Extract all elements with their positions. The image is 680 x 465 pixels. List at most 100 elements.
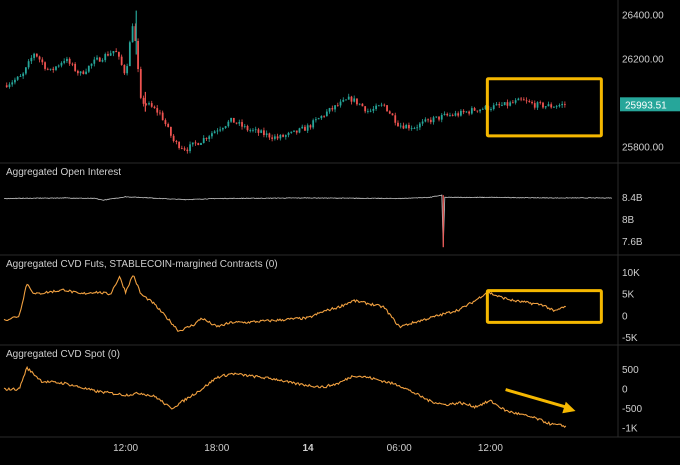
time-axis[interactable]: 12:00 18:00 14 06:00 12:00 <box>113 443 503 454</box>
candle-body <box>517 98 520 101</box>
candle-body <box>246 125 249 131</box>
candle-body <box>126 66 129 74</box>
price-panel[interactable]: 25993.51 <box>5 10 680 154</box>
candle-body <box>109 53 112 56</box>
candle-body <box>312 120 315 128</box>
candle-body <box>112 51 115 54</box>
candle-body <box>219 129 222 131</box>
candle-body <box>528 101 531 103</box>
cvd-spot-panel[interactable]: Aggregated CVD Spot (0) <box>3 349 576 429</box>
candle-body <box>550 104 553 108</box>
candle-body <box>265 133 268 136</box>
panel-separators <box>0 0 680 438</box>
candle-body <box>479 109 481 112</box>
candle-body <box>71 63 74 65</box>
candle-body <box>435 116 438 118</box>
candle-body <box>197 143 200 146</box>
candle-body <box>284 135 287 137</box>
candle-body <box>115 51 118 53</box>
candle-body <box>63 61 66 63</box>
candle-body <box>503 102 506 106</box>
candle-body <box>449 115 451 116</box>
candle-body <box>408 124 410 129</box>
candle-body <box>470 108 473 114</box>
last-price-label: 25993.51 <box>625 100 667 111</box>
candle-body <box>137 40 139 70</box>
candle-body <box>55 66 57 70</box>
candle-body <box>383 104 386 106</box>
candle-body <box>416 127 419 129</box>
x-tick-label: 18:00 <box>204 443 229 454</box>
candle-body <box>372 108 375 111</box>
candle-body <box>14 79 16 83</box>
candle-body <box>457 113 460 116</box>
candle-body <box>418 123 421 128</box>
trend-arrow-head <box>562 401 576 414</box>
y-tick-label: 26400.00 <box>622 10 664 21</box>
y-tick-label: -5K <box>622 333 638 344</box>
candle-body <box>306 125 309 131</box>
candle-body <box>553 106 555 108</box>
candle-body <box>301 126 304 129</box>
open-interest-panel[interactable]: Aggregated Open Interest <box>3 167 612 248</box>
candle-body <box>235 122 238 124</box>
candle-body <box>468 111 471 114</box>
candle-body <box>427 119 429 121</box>
candle-body <box>241 122 243 127</box>
candle-body <box>175 141 178 142</box>
candle-body <box>76 70 79 74</box>
candle-body <box>555 106 558 108</box>
candle-body <box>8 84 11 88</box>
candle-body <box>539 102 542 104</box>
candle-body <box>60 62 63 66</box>
candle-body <box>424 119 427 122</box>
candle-body <box>79 71 82 74</box>
candle-body <box>413 128 416 129</box>
y-tick-label: 26200.00 <box>622 54 664 65</box>
y-tick-label: 8.4B <box>622 193 643 204</box>
candle-body <box>438 116 440 120</box>
candle-body <box>167 124 170 127</box>
candle-body <box>19 76 22 77</box>
candle-body <box>66 58 68 62</box>
candle-body <box>205 138 208 139</box>
candle-body <box>189 144 191 152</box>
candle-body <box>484 105 487 109</box>
candle-body <box>304 126 306 131</box>
cvd-futures-panel[interactable]: Aggregated CVD Futs, STABLECOIN-margined… <box>3 259 603 332</box>
candle-body <box>347 96 350 100</box>
candle-body <box>429 119 432 123</box>
candle-body <box>495 104 498 106</box>
candle-body <box>224 126 227 129</box>
x-tick-label: 12:00 <box>478 443 503 454</box>
candle-body <box>44 62 46 69</box>
candle-body <box>399 125 402 127</box>
candle-body <box>290 131 293 133</box>
candle-body <box>159 112 161 114</box>
candle-body <box>24 67 27 74</box>
candle-body <box>473 108 476 111</box>
candle-body <box>525 100 528 102</box>
candle-body <box>287 132 290 136</box>
last-price-badge <box>620 97 680 112</box>
candle-body <box>295 130 298 133</box>
panel-title: Aggregated CVD Futs, STABLECOIN-margined… <box>6 259 278 270</box>
candle-body <box>254 129 257 131</box>
candle-body <box>561 103 564 106</box>
candle-body <box>547 104 550 107</box>
candle-body <box>178 141 181 148</box>
candle-body <box>227 121 230 127</box>
candle-body <box>104 54 107 61</box>
candle-body <box>221 128 224 130</box>
candle-body <box>498 104 501 106</box>
candle-body <box>211 133 213 137</box>
y-axes: 26400.00 26200.00 25800.00 8.4B 8B 7.6B 10K 5K 0… <box>622 10 664 434</box>
candle-body <box>150 103 153 107</box>
candle-body <box>506 102 509 106</box>
candle-body <box>309 125 312 128</box>
candle-body <box>90 63 93 66</box>
candle-body <box>252 129 254 131</box>
candle-body <box>230 117 232 122</box>
candle-body <box>273 136 276 139</box>
